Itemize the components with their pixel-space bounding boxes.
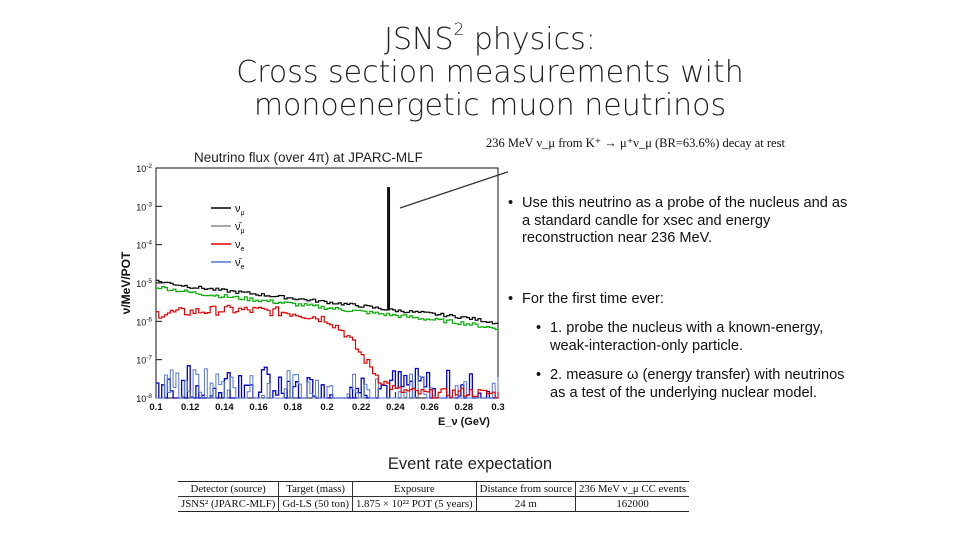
table-cell: Gd-LS (50 ton) [278, 496, 353, 512]
y-tick-label: 10-8 [136, 393, 152, 404]
title-line-2: Cross section measurements with [236, 55, 744, 90]
chart-title: Neutrino flux (over 4π) at JPARC-MLF [194, 150, 423, 165]
plot-frame [155, 167, 499, 399]
table-header-cell: Distance from source [475, 481, 576, 497]
x-tick-label: 0.26 [420, 402, 439, 413]
bullet-standard-candle: • Use this neutrino as a probe of the nu… [508, 195, 857, 248]
y-tick-label: 10-4 [136, 240, 152, 251]
legend-entry: ν̄μ [235, 221, 245, 235]
x-tick-label: 0.28 [455, 402, 474, 413]
flux-plot: Neutrino flux (over 4π) at JPARC-MLF ν/Me… [118, 140, 589, 440]
y-tick-label: 10-5 [136, 278, 152, 289]
series-nuebar [156, 368, 499, 399]
series-green [156, 286, 499, 331]
bullet-dot: • [508, 195, 514, 211]
title-line-3: monoenergetic muon neutrinos [253, 88, 727, 123]
table-header-cell: Exposure [351, 481, 477, 497]
y-tick-label: 10-7 [136, 355, 152, 366]
bullet-dot: • [536, 320, 542, 336]
x-tick-label: 0.1 [149, 402, 163, 413]
x-axis-label: E_ν (GeV) [438, 416, 490, 428]
decay-label: 236 MeV ν_μ from K⁺ → μ⁺ν_μ (BR=63.6%) d… [486, 136, 785, 150]
x-tick-label: 0.22 [352, 402, 371, 413]
bullet-dot: • [508, 291, 514, 307]
y-tick-label: 10-3 [136, 201, 152, 212]
y-tick-label: 10-6 [136, 316, 152, 327]
event-rate-table: Detector (source) Target (mass) Exposure… [178, 481, 690, 512]
legend-entry: ν̄e [235, 257, 245, 271]
table-cell: 24 m [475, 496, 576, 512]
x-tick-label: 0.12 [181, 402, 200, 413]
series-numu [156, 279, 499, 325]
x-tick-label: 0.3 [491, 402, 504, 413]
x-tick-label: 0.14 [215, 402, 234, 413]
table-header-cell: Target (mass) [278, 481, 353, 497]
sub-bullet-probe-nucleus: • 1. probe the nucleus with a known-ener… [536, 320, 850, 355]
bullet-first-time: • For the first time ever: [508, 291, 857, 309]
sub-bullet-text: 2. measure ω (energy transfer) with neut… [550, 367, 845, 401]
flux-plot-svg: Neutrino flux (over 4π) at JPARC-MLF ν/Me… [119, 144, 589, 428]
x-tick-label: 0.16 [249, 402, 268, 413]
table-cell: 1.875 × 10²² POT (5 years) [351, 496, 477, 512]
bullet-dot: • [536, 367, 542, 383]
table-header-row: Detector (source) Target (mass) Exposure… [178, 481, 690, 497]
y-tick-label: 10-2 [136, 163, 152, 174]
legend-entry: νe [235, 239, 245, 253]
event-rate-title: Event rate expectation [387, 455, 553, 473]
bullet-text: For the first time ever: [522, 291, 664, 307]
slide-title: JSNS2 physics: Cross section measurement… [190, 14, 790, 122]
x-tick-label: 0.24 [386, 402, 405, 413]
table-cell: JSNS² (JPARC-MLF) [181, 498, 276, 510]
sub-bullet-measure-omega: • 2. measure ω (energy transfer) with ne… [536, 367, 850, 402]
y-axis-label: ν/MeV/POT [119, 251, 133, 314]
sub-bullet-text: 1. probe the nucleus with a known-energy… [550, 320, 824, 354]
bullet-text: Use this neutrino as a probe of the nucl… [522, 195, 848, 246]
table-row: JSNS² (JPARC-MLF) Gd-LS (50 ton) 1.875 ×… [178, 496, 690, 512]
x-tick-label: 0.18 [284, 402, 303, 413]
table-header-cell: Detector (source) [178, 481, 279, 497]
title-line-1: JSNS2 physics: [384, 20, 596, 57]
series-nue [156, 304, 499, 399]
x-tick-label: 0.2 [320, 402, 333, 413]
table-cell: 162000 [575, 496, 690, 512]
table-header-cell: 236 MeV ν_μ CC events [575, 481, 690, 497]
legend-entry: νμ [235, 203, 245, 217]
